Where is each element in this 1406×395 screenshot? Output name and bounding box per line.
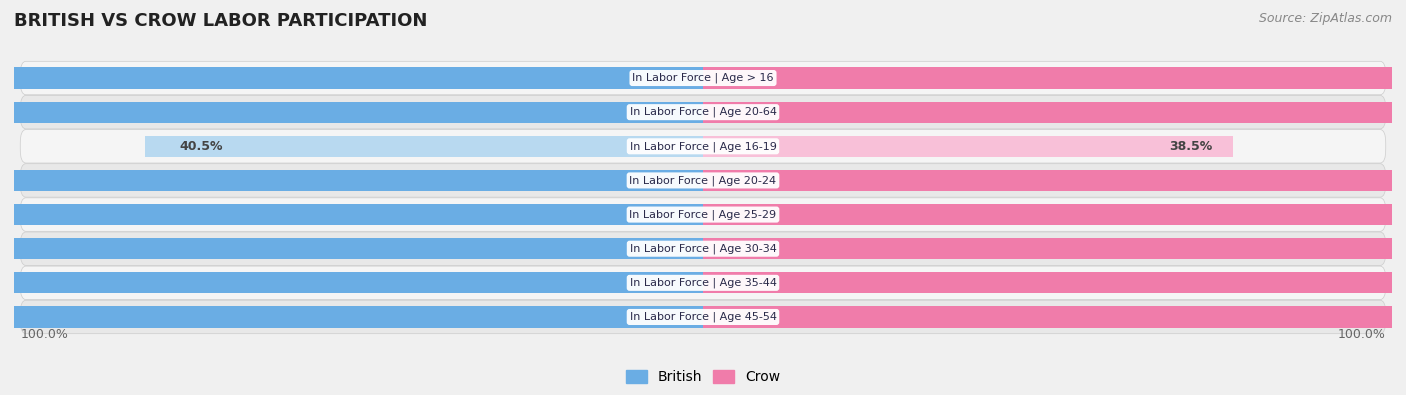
Text: In Labor Force | Age 20-64: In Labor Force | Age 20-64 [630, 107, 776, 117]
Legend: British, Crow: British, Crow [620, 365, 786, 389]
Bar [0, 272, 703, 293]
FancyBboxPatch shape [20, 300, 1386, 334]
FancyBboxPatch shape [20, 164, 1386, 197]
Text: 100.0%: 100.0% [1337, 327, 1385, 340]
Bar [0, 102, 703, 123]
Text: In Labor Force | Age 30-34: In Labor Force | Age 30-34 [630, 243, 776, 254]
Text: In Labor Force | Age 35-44: In Labor Force | Age 35-44 [630, 278, 776, 288]
Bar [703, 68, 1406, 88]
Text: In Labor Force | Age 20-24: In Labor Force | Age 20-24 [630, 175, 776, 186]
Bar [703, 204, 1406, 225]
FancyBboxPatch shape [20, 232, 1386, 265]
Bar [703, 238, 1406, 259]
Bar [0, 170, 703, 191]
Bar [703, 307, 1406, 327]
Text: 38.5%: 38.5% [1170, 140, 1213, 153]
Bar [145, 136, 703, 157]
Text: In Labor Force | Age 45-54: In Labor Force | Age 45-54 [630, 312, 776, 322]
Bar [0, 307, 703, 327]
FancyBboxPatch shape [20, 198, 1386, 231]
Bar [703, 102, 1406, 123]
FancyBboxPatch shape [20, 130, 1386, 163]
Bar [0, 68, 703, 88]
Text: 100.0%: 100.0% [21, 327, 69, 340]
Bar [703, 272, 1406, 293]
Text: In Labor Force | Age > 16: In Labor Force | Age > 16 [633, 73, 773, 83]
Text: In Labor Force | Age 16-19: In Labor Force | Age 16-19 [630, 141, 776, 152]
Bar [0, 238, 703, 259]
Bar [0, 204, 703, 225]
Text: Source: ZipAtlas.com: Source: ZipAtlas.com [1258, 12, 1392, 25]
FancyBboxPatch shape [20, 61, 1386, 95]
Text: BRITISH VS CROW LABOR PARTICIPATION: BRITISH VS CROW LABOR PARTICIPATION [14, 12, 427, 30]
Text: 40.5%: 40.5% [180, 140, 224, 153]
FancyBboxPatch shape [20, 96, 1386, 129]
Bar [703, 170, 1406, 191]
Text: In Labor Force | Age 25-29: In Labor Force | Age 25-29 [630, 209, 776, 220]
Bar [703, 136, 1233, 157]
FancyBboxPatch shape [20, 266, 1386, 299]
